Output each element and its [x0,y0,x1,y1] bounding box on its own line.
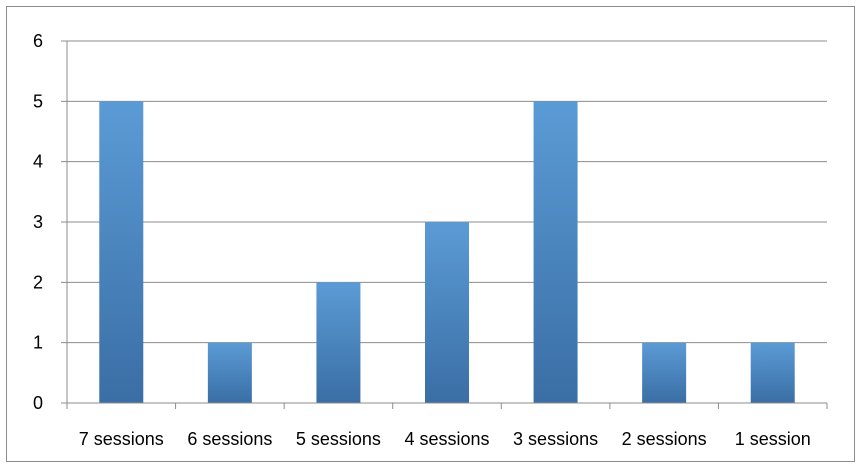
x-tick-label-5-sessions: 5 sessions [296,429,381,449]
x-tick-label-4-sessions: 4 sessions [404,429,489,449]
bar-6-sessions [207,342,252,403]
y-tick-label-4: 4 [33,152,43,172]
y-tick-label-1: 1 [33,333,43,353]
y-tick-label-0: 0 [33,393,43,413]
bar-5-sessions [316,282,361,403]
y-tick-label-5: 5 [33,91,43,111]
x-tick-label-6-sessions: 6 sessions [187,429,272,449]
bar-7-sessions [99,101,144,403]
y-tick-label-3: 3 [33,212,43,232]
x-tick-label-2-sessions: 2 sessions [622,429,707,449]
x-axis: 7 sessions 6 sessions 5 sessions 4 sessions… [66,402,828,449]
bar-1-session [750,342,795,403]
x-tick-label-1-session: 1 session [735,429,811,449]
bar-3-sessions [533,101,578,403]
y-tick-label-6: 6 [33,31,43,51]
bar-4-sessions [425,222,469,403]
x-tick-label-3-sessions: 3 sessions [513,429,598,449]
x-tick-label-7-sessions: 7 sessions [79,429,164,449]
bar-2-sessions [642,342,687,403]
bars [99,101,795,403]
y-axis: 0 1 2 3 4 5 6 [33,31,68,413]
y-tick-label-2: 2 [33,272,43,292]
